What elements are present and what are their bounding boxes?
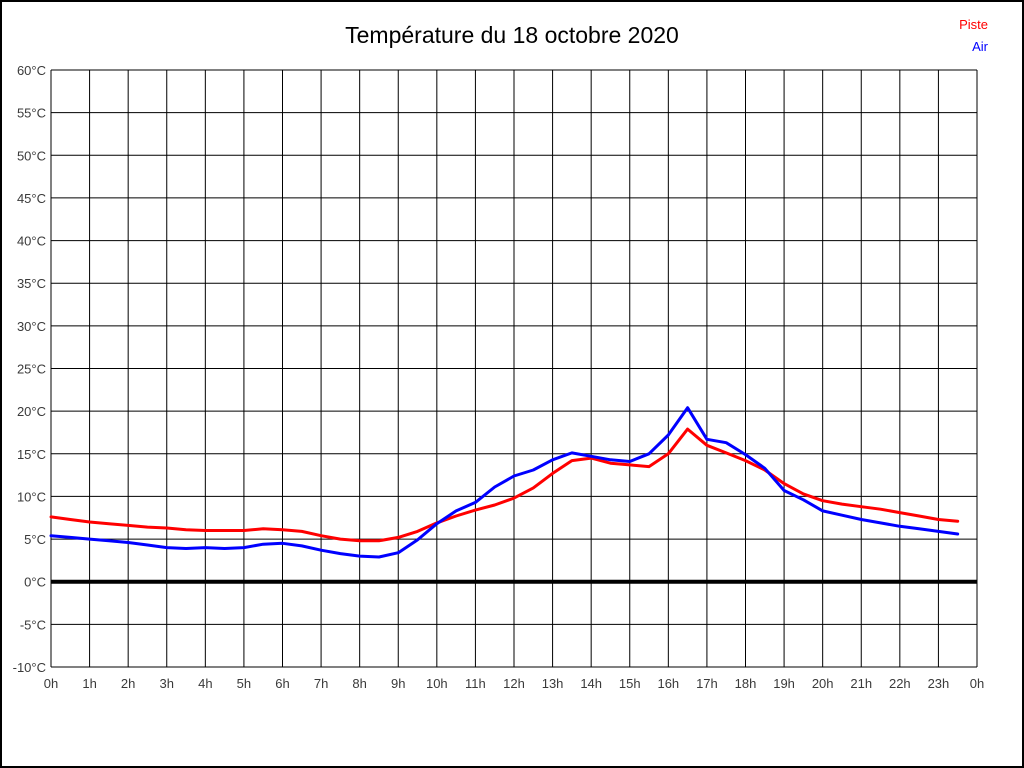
x-axis-tick-label: 3h [160, 676, 174, 691]
x-axis-tick-label: 16h [657, 676, 679, 691]
x-axis-tick-label: 23h [928, 676, 950, 691]
x-axis-tick-label: 18h [735, 676, 757, 691]
chart-title: Température du 18 octobre 2020 [345, 22, 679, 48]
y-axis-tick-label: 25°C [17, 362, 46, 377]
x-axis-tick-label: 10h [426, 676, 448, 691]
y-axis-tick-label: 55°C [17, 106, 46, 121]
y-axis-tick-label: 60°C [17, 63, 46, 78]
x-axis-tick-label: 0h [44, 676, 58, 691]
x-axis-tick-label: 12h [503, 676, 525, 691]
y-axis-tick-label: 40°C [17, 234, 46, 249]
y-axis-tick-label: 50°C [17, 148, 46, 163]
y-axis-tick-label: 35°C [17, 276, 46, 291]
y-axis-tick-label: 45°C [17, 191, 46, 206]
y-axis-tick-label: 15°C [17, 447, 46, 462]
y-axis-tick-label: 10°C [17, 489, 46, 504]
x-axis-tick-label: 6h [275, 676, 289, 691]
x-axis-tick-label: 5h [237, 676, 251, 691]
x-axis-tick-label: 13h [542, 676, 564, 691]
y-axis-tick-label: 30°C [17, 319, 46, 334]
y-axis-tick-label: 5°C [24, 532, 46, 547]
x-axis-tick-label: 7h [314, 676, 328, 691]
legend-item-air: Air [972, 39, 988, 54]
x-axis-tick-label: 9h [391, 676, 405, 691]
x-axis-tick-label: 14h [580, 676, 602, 691]
y-axis-tick-label: 20°C [17, 404, 46, 419]
x-axis-tick-label: 11h [465, 676, 486, 691]
x-axis-tick-label: 0h [970, 676, 984, 691]
series-line-piste [49, 427, 960, 543]
legend-item-piste: Piste [959, 17, 988, 32]
x-axis-tick-label: 22h [889, 676, 911, 691]
x-axis-tick-label: 2h [121, 676, 135, 691]
series-line-air [49, 406, 960, 559]
x-axis-tick-label: 8h [352, 676, 366, 691]
x-axis-tick-label: 21h [850, 676, 872, 691]
x-axis-tick-label: 20h [812, 676, 834, 691]
x-axis-tick-label: 1h [82, 676, 96, 691]
x-axis-tick-label: 4h [198, 676, 212, 691]
y-axis-tick-label: -10°C [13, 660, 46, 675]
x-axis-tick-label: 17h [696, 676, 718, 691]
x-axis-tick-label: 15h [619, 676, 641, 691]
y-axis-tick-label: 0°C [24, 575, 46, 590]
y-axis-tick-label: -5°C [20, 617, 46, 632]
x-axis-tick-label: 19h [773, 676, 795, 691]
chart-legend: Piste Air [959, 14, 988, 58]
